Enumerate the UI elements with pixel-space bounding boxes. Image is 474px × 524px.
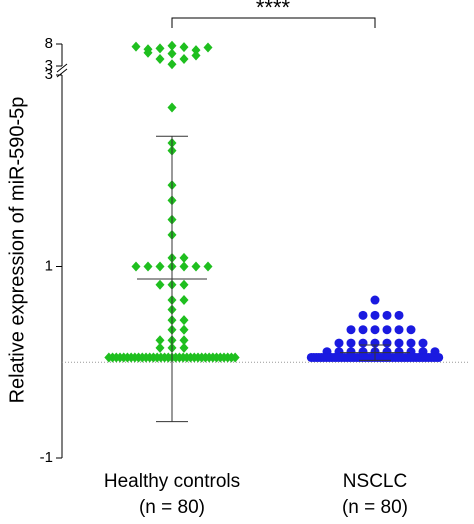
data-point bbox=[358, 310, 368, 320]
data-point bbox=[230, 352, 240, 363]
data-point bbox=[155, 53, 165, 64]
y-tick-label: 3 bbox=[45, 66, 53, 83]
data-point bbox=[406, 325, 416, 335]
data-point bbox=[382, 310, 392, 320]
data-point bbox=[179, 342, 189, 353]
data-point bbox=[131, 41, 141, 52]
data-point bbox=[179, 324, 189, 335]
data-point bbox=[203, 42, 213, 53]
y-tick-label: -1 bbox=[40, 449, 53, 466]
data-point bbox=[143, 47, 153, 58]
axis-break bbox=[56, 63, 68, 78]
x-tick-label: NSCLC bbox=[343, 471, 407, 492]
data-point bbox=[167, 40, 177, 51]
x-tick-sublabel: (n = 80) bbox=[342, 497, 408, 518]
data-point bbox=[179, 252, 189, 263]
y-tick-label: 8 bbox=[45, 35, 53, 52]
data-point bbox=[155, 43, 165, 54]
data-point bbox=[394, 325, 404, 335]
data-point bbox=[179, 42, 189, 53]
data-point bbox=[203, 261, 213, 272]
data-point bbox=[358, 325, 368, 335]
data-point bbox=[155, 342, 165, 353]
data-point bbox=[394, 338, 404, 348]
data-point bbox=[191, 50, 201, 61]
data-point bbox=[131, 261, 141, 272]
data-point bbox=[406, 338, 416, 348]
data-point bbox=[104, 352, 114, 363]
data-point bbox=[334, 338, 344, 348]
data-point bbox=[179, 279, 189, 290]
data-point bbox=[370, 295, 380, 305]
data-point bbox=[167, 48, 177, 59]
data-point bbox=[382, 325, 392, 335]
data-point bbox=[179, 261, 189, 272]
data-point bbox=[191, 45, 201, 56]
data-point bbox=[143, 261, 153, 272]
data-point bbox=[358, 338, 368, 348]
data-point bbox=[191, 261, 201, 272]
data-point bbox=[155, 261, 165, 272]
data-point bbox=[394, 310, 404, 320]
data-point bbox=[370, 325, 380, 335]
data-point bbox=[155, 335, 165, 346]
x-tick-sublabel: (n = 80) bbox=[139, 497, 205, 518]
data-point bbox=[382, 338, 392, 348]
data-point bbox=[346, 338, 356, 348]
data-point bbox=[179, 335, 189, 346]
data-point bbox=[179, 315, 189, 326]
y-tick-label: 1 bbox=[45, 257, 53, 274]
significance: **** bbox=[256, 0, 291, 20]
data-point bbox=[434, 352, 444, 362]
data-point bbox=[418, 338, 428, 348]
y-axis-label: Relative expression of miR-590-5p bbox=[6, 97, 28, 404]
data-point bbox=[155, 279, 165, 290]
data-point bbox=[370, 310, 380, 320]
y-tick-label: 3 bbox=[45, 57, 53, 74]
data-point bbox=[306, 352, 316, 362]
x-tick-label: Healthy controls bbox=[104, 471, 240, 492]
data-point bbox=[167, 59, 177, 70]
significance-bracket bbox=[171, 17, 376, 28]
data-point bbox=[167, 102, 177, 113]
data-point bbox=[179, 53, 189, 64]
data-point bbox=[346, 325, 356, 335]
data-point bbox=[179, 295, 189, 306]
